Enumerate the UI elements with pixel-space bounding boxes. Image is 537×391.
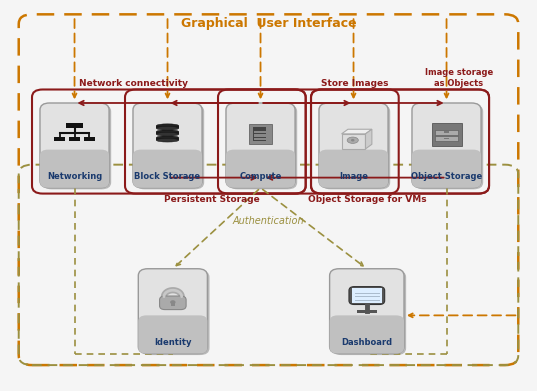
FancyBboxPatch shape: [42, 104, 111, 189]
FancyBboxPatch shape: [133, 150, 202, 188]
Text: Block Storage: Block Storage: [134, 172, 201, 181]
FancyBboxPatch shape: [435, 136, 458, 142]
FancyBboxPatch shape: [159, 296, 186, 310]
Ellipse shape: [156, 138, 179, 142]
FancyBboxPatch shape: [69, 137, 80, 141]
Text: Store Images: Store Images: [321, 79, 389, 88]
Ellipse shape: [170, 300, 176, 304]
Text: Image storage
as Objects: Image storage as Objects: [425, 68, 493, 88]
FancyBboxPatch shape: [254, 135, 267, 136]
FancyBboxPatch shape: [444, 138, 449, 140]
Polygon shape: [366, 129, 372, 149]
FancyBboxPatch shape: [332, 270, 406, 355]
FancyBboxPatch shape: [156, 126, 179, 128]
FancyBboxPatch shape: [254, 138, 267, 140]
FancyBboxPatch shape: [228, 104, 297, 189]
FancyBboxPatch shape: [139, 316, 207, 353]
Ellipse shape: [347, 137, 358, 143]
Text: Authentication: Authentication: [233, 215, 304, 226]
FancyBboxPatch shape: [67, 123, 83, 128]
FancyBboxPatch shape: [357, 310, 377, 313]
FancyBboxPatch shape: [342, 134, 366, 149]
Ellipse shape: [156, 126, 179, 130]
Text: Object Storage for VMs: Object Storage for VMs: [308, 196, 426, 204]
FancyBboxPatch shape: [319, 103, 388, 188]
Text: Persistent Storage: Persistent Storage: [164, 196, 259, 204]
Ellipse shape: [351, 139, 354, 142]
FancyBboxPatch shape: [40, 103, 109, 188]
FancyBboxPatch shape: [254, 131, 267, 133]
FancyBboxPatch shape: [330, 316, 404, 353]
Text: Networking: Networking: [47, 172, 102, 181]
Text: Graphical  User Interface: Graphical User Interface: [180, 18, 357, 30]
Text: Dashboard: Dashboard: [341, 337, 393, 346]
FancyBboxPatch shape: [156, 138, 179, 140]
FancyBboxPatch shape: [171, 302, 175, 306]
FancyBboxPatch shape: [40, 150, 109, 188]
FancyBboxPatch shape: [139, 269, 207, 353]
FancyBboxPatch shape: [140, 270, 209, 355]
FancyBboxPatch shape: [249, 124, 272, 144]
FancyBboxPatch shape: [432, 123, 461, 145]
Ellipse shape: [156, 124, 179, 127]
FancyBboxPatch shape: [226, 103, 295, 188]
FancyBboxPatch shape: [156, 131, 179, 134]
FancyBboxPatch shape: [349, 287, 384, 305]
FancyBboxPatch shape: [414, 104, 483, 189]
Polygon shape: [342, 129, 372, 134]
FancyBboxPatch shape: [412, 150, 481, 188]
FancyBboxPatch shape: [54, 137, 66, 141]
FancyBboxPatch shape: [133, 103, 202, 188]
FancyBboxPatch shape: [321, 104, 390, 189]
FancyBboxPatch shape: [135, 104, 204, 189]
Ellipse shape: [156, 130, 179, 133]
FancyBboxPatch shape: [252, 127, 266, 142]
Ellipse shape: [156, 136, 179, 140]
FancyBboxPatch shape: [444, 131, 449, 133]
Text: Network connectivity: Network connectivity: [79, 79, 188, 88]
Ellipse shape: [156, 133, 179, 136]
FancyBboxPatch shape: [352, 288, 382, 303]
Text: Identity: Identity: [154, 337, 192, 346]
FancyBboxPatch shape: [319, 150, 388, 188]
Text: Image: Image: [339, 172, 368, 181]
FancyBboxPatch shape: [330, 269, 404, 353]
FancyBboxPatch shape: [412, 103, 481, 188]
FancyBboxPatch shape: [435, 130, 458, 135]
Text: Compute: Compute: [240, 172, 282, 181]
FancyBboxPatch shape: [226, 150, 295, 188]
Text: Object Storage: Object Storage: [411, 172, 482, 181]
FancyBboxPatch shape: [84, 137, 95, 141]
